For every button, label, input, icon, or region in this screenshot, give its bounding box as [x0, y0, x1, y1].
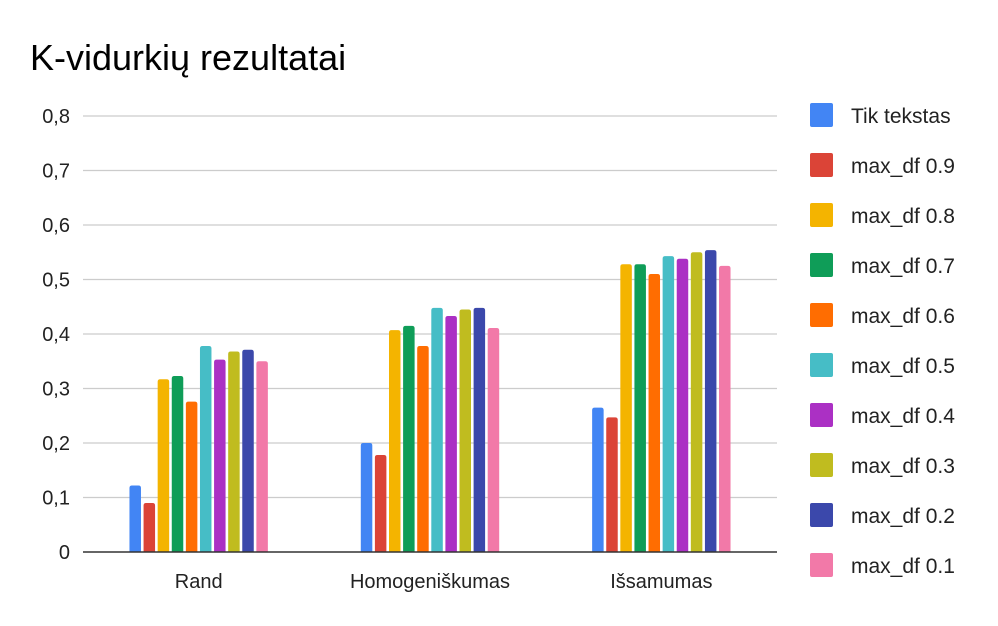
- legend-swatch: [810, 453, 833, 477]
- y-tick-label: 0,7: [42, 161, 70, 183]
- bar: [719, 265, 731, 552]
- bar: [171, 375, 184, 552]
- legend-swatch: [810, 253, 833, 277]
- y-tick-label: 0,4: [42, 324, 70, 346]
- legend-label: max_df 0.7: [851, 255, 955, 278]
- legend-label: Tik tekstas: [851, 105, 951, 128]
- legend-swatch: [810, 153, 833, 177]
- bars: [129, 250, 731, 552]
- x-axis-ticks: Rand Homogeniškumas Išsamumas: [175, 571, 713, 593]
- legend-swatch: [810, 303, 833, 327]
- y-tick-label: 0,8: [42, 106, 70, 128]
- legend-label: max_df 0.6: [851, 305, 955, 328]
- bar: [676, 258, 689, 552]
- bar: [704, 250, 717, 552]
- y-tick-label: 0,1: [42, 488, 70, 510]
- legend-label: max_df 0.2: [851, 505, 955, 528]
- legend-label: max_df 0.1: [851, 555, 955, 578]
- bar: [634, 264, 646, 552]
- legend-swatch: [810, 403, 833, 427]
- x-tick-label: Rand: [175, 571, 223, 593]
- gridlines: [83, 115, 777, 499]
- legend-label: max_df 0.4: [851, 405, 955, 428]
- y-tick-label: 0,2: [42, 433, 70, 455]
- bar: [592, 407, 604, 552]
- bar: [129, 485, 141, 552]
- bar: [620, 264, 632, 552]
- bar: [690, 252, 703, 552]
- bar: [662, 256, 675, 552]
- bar: [487, 328, 500, 552]
- chart-title: K-vidurkių rezultatai: [30, 37, 346, 78]
- bar: [648, 274, 661, 552]
- bar: [214, 359, 226, 552]
- bar: [403, 325, 415, 552]
- legend-label: max_df 0.9: [851, 155, 955, 178]
- bar: [199, 345, 212, 552]
- bar: [374, 454, 387, 552]
- bar: [185, 401, 198, 552]
- x-tick-label: Homogeniškumas: [350, 571, 510, 593]
- y-axis-ticks: 0 0,1 0,2 0,3 0,4 0,5 0,6 0,7 0,8: [42, 106, 70, 564]
- bar: [445, 316, 457, 552]
- bar: [256, 361, 268, 552]
- bar: [228, 351, 240, 552]
- legend-swatch: [810, 553, 833, 577]
- legend-label: max_df 0.5: [851, 355, 955, 378]
- y-tick-label: 0: [59, 542, 70, 564]
- y-tick-label: 0,6: [42, 215, 70, 237]
- bar: [459, 309, 471, 552]
- legend-swatch: [810, 203, 833, 227]
- legend-swatch: [810, 103, 833, 127]
- bar: [417, 345, 429, 552]
- bar: [431, 307, 443, 552]
- bar: [360, 443, 373, 552]
- legend-label: max_df 0.3: [851, 455, 955, 478]
- legend-label: max_df 0.8: [851, 205, 955, 228]
- bar: [606, 417, 618, 552]
- legend-swatch: [810, 353, 833, 377]
- y-tick-label: 0,3: [42, 379, 70, 401]
- bar: [157, 379, 170, 552]
- x-tick-label: Išsamumas: [610, 571, 712, 593]
- y-tick-label: 0,5: [42, 270, 70, 292]
- bar: [143, 502, 156, 552]
- legend-swatch: [810, 503, 833, 527]
- bar: [473, 307, 486, 552]
- bar: [389, 330, 401, 552]
- bar: [242, 349, 254, 552]
- legend: Tik tekstas max_df 0.9 max_df 0.8 max_df 0.…: [810, 103, 955, 578]
